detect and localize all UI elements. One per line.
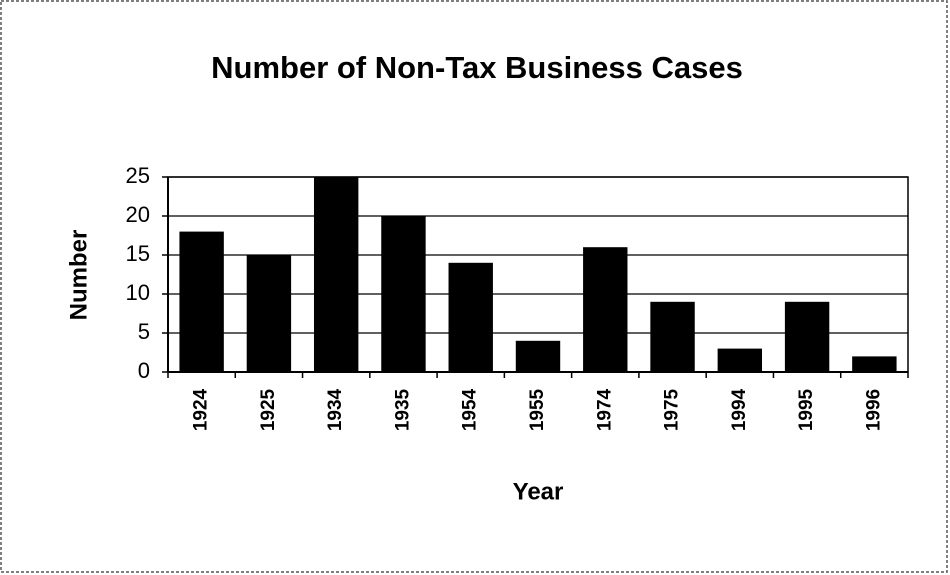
bar xyxy=(179,231,224,372)
bar xyxy=(448,262,493,372)
bar xyxy=(717,348,763,372)
y-axis-label: Number xyxy=(65,230,92,321)
x-tick-label: 1975 xyxy=(662,388,683,431)
x-tick-label: 1935 xyxy=(392,388,413,431)
bar xyxy=(515,340,561,372)
x-tick-label: 1996 xyxy=(863,389,884,431)
plot-area xyxy=(167,176,909,373)
y-tick-label: 5 xyxy=(138,319,150,344)
bar xyxy=(313,177,359,372)
x-tick-label: 1995 xyxy=(796,388,817,431)
y-tick-label: 10 xyxy=(126,280,150,305)
y-tick-label: 25 xyxy=(126,163,150,188)
x-tick-label: 1955 xyxy=(527,388,548,431)
bar xyxy=(852,356,897,372)
x-tick-label: 1934 xyxy=(325,388,346,431)
bar xyxy=(381,216,426,372)
y-tick-label: 20 xyxy=(126,202,150,227)
x-tick-label: 1924 xyxy=(191,388,212,431)
bar xyxy=(246,255,292,372)
bar xyxy=(650,301,695,372)
chart-title: Number of Non-Tax Business Cases xyxy=(211,50,743,85)
bar xyxy=(583,247,628,372)
bar xyxy=(784,301,830,372)
y-tick-label: 0 xyxy=(138,358,150,383)
x-tick-label: 1994 xyxy=(729,388,750,431)
y-tick-label: 15 xyxy=(126,241,150,266)
x-tick-label: 1954 xyxy=(460,388,481,431)
x-tick-label: 1925 xyxy=(258,388,279,431)
x-axis-label: Year xyxy=(513,478,564,505)
x-tick-label: 1974 xyxy=(594,388,615,431)
